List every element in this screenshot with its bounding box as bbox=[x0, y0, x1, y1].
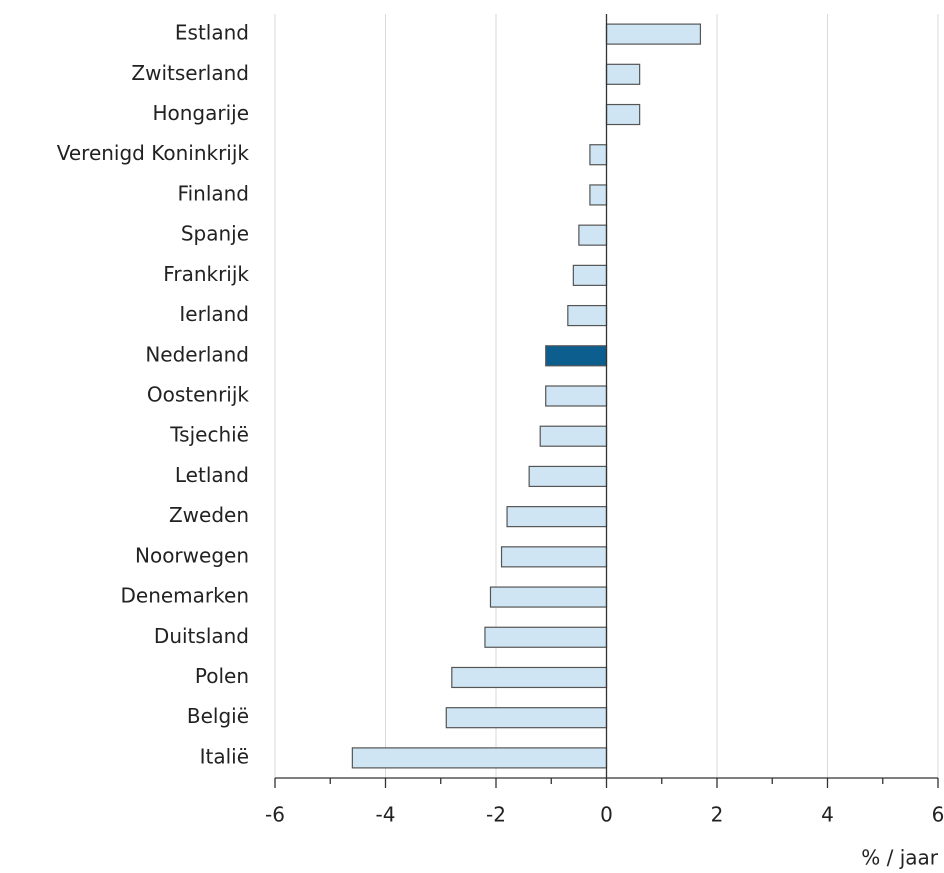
x-tick-label: -4 bbox=[376, 803, 396, 827]
y-tick-label: België bbox=[187, 704, 249, 728]
y-tick-label: Italië bbox=[200, 744, 249, 768]
bar bbox=[567, 304, 608, 327]
y-tick-label: Ierland bbox=[179, 302, 249, 326]
y-tick-label: Denemarken bbox=[121, 584, 250, 608]
bar bbox=[545, 385, 608, 407]
bar bbox=[484, 626, 608, 648]
bar bbox=[545, 345, 608, 367]
y-tick-label: Letland bbox=[175, 463, 249, 487]
y-tick-label: Duitsland bbox=[154, 624, 249, 648]
bar bbox=[578, 224, 608, 246]
bar bbox=[572, 264, 608, 286]
x-tick-label: -2 bbox=[486, 803, 506, 827]
x-tick-label: -6 bbox=[265, 803, 285, 827]
x-tick-label: 0 bbox=[600, 803, 613, 827]
bar bbox=[445, 707, 608, 729]
y-tick-label: Frankrijk bbox=[163, 262, 249, 286]
bar bbox=[506, 506, 608, 528]
x-tick-label: 4 bbox=[821, 803, 834, 827]
bar bbox=[451, 666, 608, 689]
bar bbox=[605, 23, 702, 45]
y-tick-label: Spanje bbox=[181, 222, 249, 246]
y-tick-label: Estland bbox=[175, 21, 249, 45]
bar bbox=[605, 103, 641, 126]
bar bbox=[500, 546, 608, 568]
y-tick-label: Noorwegen bbox=[135, 543, 249, 567]
y-tick-label: Tsjechië bbox=[169, 423, 249, 447]
y-tick-label: Oostenrijk bbox=[147, 383, 250, 407]
x-axis-label: % / jaar bbox=[861, 846, 939, 870]
bar bbox=[605, 63, 641, 85]
bar bbox=[351, 747, 608, 769]
y-tick-label: Verenigd Koninkrijk bbox=[57, 141, 250, 165]
y-tick-label: Finland bbox=[178, 181, 249, 205]
y-tick-label: Zweden bbox=[169, 503, 249, 527]
y-tick-label: Hongarije bbox=[152, 101, 249, 125]
bar bbox=[528, 465, 608, 488]
bar bbox=[589, 144, 608, 166]
bar bbox=[539, 425, 608, 447]
bar bbox=[589, 184, 608, 206]
bar bbox=[489, 586, 608, 608]
y-tick-label: Zwitserland bbox=[131, 61, 249, 85]
y-tick-label: Polen bbox=[195, 664, 249, 688]
x-tick-label: 2 bbox=[711, 803, 724, 827]
x-tick-label: 6 bbox=[932, 803, 944, 827]
y-tick-label: Nederland bbox=[145, 342, 249, 366]
